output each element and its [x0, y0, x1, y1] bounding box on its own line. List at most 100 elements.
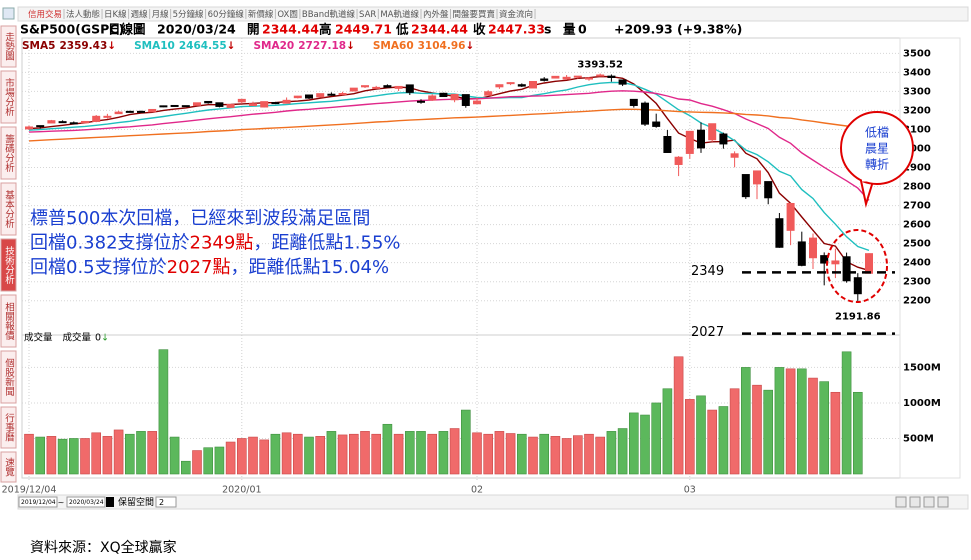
- scroll-right[interactable]: [909, 496, 921, 508]
- sidebar-tab[interactable]: 籌碼分析: [3, 133, 15, 173]
- range-end-button[interactable]: [106, 497, 114, 507]
- support-label: 2349: [691, 264, 724, 279]
- header-high-label: 高: [319, 22, 332, 37]
- candle-body: [562, 76, 571, 80]
- callout-bubble: [840, 111, 914, 185]
- toolbar-icon[interactable]: [2, 7, 15, 20]
- sidebar-tab-bg[interactable]: [0, 294, 17, 348]
- header-period: 日線圖: [108, 22, 146, 37]
- volume-bar: [35, 436, 46, 475]
- volume-bar: [584, 433, 594, 475]
- candle-body: [529, 80, 537, 89]
- legend-last: 2464.55: [179, 40, 227, 52]
- sidebar-tab-bg[interactable]: [0, 182, 17, 236]
- sidebar-tab[interactable]: 基本分析: [3, 189, 15, 229]
- legend-last: 2359.43: [59, 40, 107, 52]
- candle-body: [629, 98, 638, 106]
- range-start-box[interactable]: [18, 496, 58, 508]
- sidebar-tab-bg[interactable]: [0, 451, 17, 483]
- toolbar-tab[interactable]: 間盤要買賣: [453, 9, 496, 20]
- candle-body: [797, 241, 806, 266]
- volume-bar: [628, 412, 639, 475]
- sidebar-tab-bg[interactable]: [0, 238, 17, 292]
- sidebar-tab-bg[interactable]: [0, 126, 17, 180]
- legend-trend: ↓: [107, 40, 116, 52]
- sidebar-tab[interactable]: 相關報價: [3, 301, 15, 341]
- volume-bar: [259, 439, 270, 475]
- candle-body: [260, 101, 269, 108]
- toolbar-tab[interactable]: 月線: [152, 9, 170, 20]
- candle-body: [663, 135, 672, 153]
- volume-bar: [763, 389, 774, 475]
- toolbar-tab[interactable]: BBand軌道線: [302, 9, 356, 20]
- volume-bar: [852, 391, 863, 475]
- toolbar-tab[interactable]: 5分鐘線: [173, 9, 204, 20]
- toolbar-tab[interactable]: 60分鐘線: [208, 9, 245, 20]
- y-tick-label: 2900: [903, 163, 931, 174]
- candle-body: [349, 87, 358, 92]
- toolbar-tab[interactable]: 法人動態: [66, 9, 100, 20]
- sidebar-tab[interactable]: 走勢圖: [3, 32, 15, 61]
- commentary-part: 回檔0.5支撐位於: [30, 257, 167, 278]
- sidebar-tab[interactable]: 市場分析: [3, 77, 15, 117]
- sidebar-tab-bg[interactable]: [0, 25, 17, 68]
- volume-bar: [427, 433, 438, 475]
- sidebar-tab[interactable]: 行事曆: [3, 413, 15, 442]
- toolbar-tab[interactable]: 週線: [131, 9, 149, 20]
- candle-body: [473, 100, 481, 105]
- sidebar-tab-bg[interactable]: [0, 70, 17, 124]
- volume-legend: 成交量: [63, 332, 92, 344]
- candle-body: [305, 94, 313, 99]
- commentary-part: 2027點: [167, 257, 231, 278]
- candle-body: [596, 74, 605, 77]
- candle-body: [585, 77, 593, 80]
- sidebar-tab-bg[interactable]: [0, 350, 17, 404]
- volume-bar: [326, 431, 337, 475]
- zoom-out[interactable]: [923, 496, 935, 508]
- candle-body: [193, 102, 201, 106]
- scroll-left[interactable]: [895, 496, 907, 508]
- volume-bar: [438, 431, 449, 475]
- candle-body: [103, 115, 112, 118]
- toolbar-tab[interactable]: 信用交易: [28, 9, 62, 20]
- toolbar-tab[interactable]: 內外盤: [423, 9, 449, 20]
- volume-bar: [528, 436, 538, 475]
- volume-bar: [819, 381, 830, 475]
- toolbar-tab[interactable]: OX圖: [277, 10, 297, 20]
- candle-body: [69, 122, 78, 125]
- candle-body: [92, 115, 101, 122]
- ma-line: [28, 75, 870, 272]
- sidebar-tab[interactable]: 個股新聞: [3, 357, 15, 397]
- volume-bar: [841, 351, 852, 475]
- legend-name: SMA60: [373, 40, 414, 52]
- sidebar-tab[interactable]: 速覽: [3, 458, 15, 478]
- y-tick-label: 3300: [903, 86, 931, 97]
- sidebar-tab[interactable]: 技術分析: [3, 245, 15, 285]
- range-start: 2019/12/04: [21, 499, 56, 506]
- axis-panel: [899, 37, 961, 479]
- sidebar-tab-bg[interactable]: [0, 406, 17, 449]
- volume-bar: [69, 438, 79, 475]
- candle-body: [316, 93, 325, 98]
- toolbar-tab[interactable]: 日K線: [104, 9, 127, 20]
- toolbar-tab[interactable]: 資金流向: [499, 9, 533, 20]
- y2-tick-label: 1500M: [903, 362, 941, 373]
- commentary-part: 回檔0.382支撐位於: [30, 233, 190, 254]
- reserve-box[interactable]: [155, 496, 177, 508]
- volume-bar: [147, 431, 157, 475]
- volume-bar: [796, 368, 807, 475]
- y-tick-label: 2500: [903, 239, 931, 250]
- y-tick-label: 3100: [903, 124, 931, 135]
- zoom-in[interactable]: [937, 496, 949, 508]
- ma-line: [28, 90, 870, 201]
- candle-body: [282, 99, 291, 104]
- support-label: 2027: [691, 325, 724, 340]
- candle-body: [450, 93, 459, 101]
- reserve-label: 保留空間: [118, 496, 154, 508]
- candle-body: [831, 260, 840, 265]
- toolbar-tab[interactable]: 新價線: [248, 9, 274, 20]
- toolbar-tab[interactable]: MA軌道線: [380, 9, 419, 20]
- range-end-box[interactable]: [66, 496, 106, 508]
- control-bar: [17, 494, 969, 510]
- toolbar-tab[interactable]: SAR: [359, 10, 376, 20]
